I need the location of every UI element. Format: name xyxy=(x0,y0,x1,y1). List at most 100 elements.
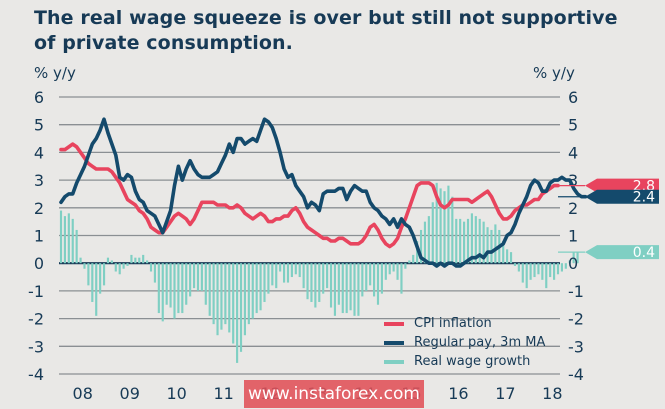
bar xyxy=(400,263,403,294)
bar xyxy=(463,221,466,264)
bar xyxy=(200,263,203,291)
bar xyxy=(79,257,82,264)
bar xyxy=(372,263,376,297)
end-label-badge xyxy=(585,178,659,193)
bar xyxy=(329,263,333,308)
y-tick-label-left: 2 xyxy=(34,199,44,218)
bar xyxy=(212,263,215,325)
bar xyxy=(556,263,560,275)
y-tick-label-left: 1 xyxy=(34,227,44,246)
bar xyxy=(169,263,172,308)
end-label-value: 2.4 xyxy=(633,190,655,206)
bar xyxy=(545,263,548,289)
bar xyxy=(157,263,160,314)
y-tick-label-left: 0 xyxy=(34,254,44,273)
bar xyxy=(161,263,164,322)
bar xyxy=(243,263,247,336)
bar xyxy=(349,263,352,311)
bar xyxy=(474,216,477,264)
bar xyxy=(478,218,481,264)
real-wage-bars xyxy=(59,182,579,363)
bar xyxy=(185,263,188,305)
bar xyxy=(165,263,168,305)
cpi-inflation-line xyxy=(59,142,560,249)
bar xyxy=(239,263,243,352)
bar xyxy=(443,191,446,264)
bar xyxy=(431,202,434,264)
bar xyxy=(110,260,113,264)
bar xyxy=(134,257,137,264)
bar xyxy=(353,263,356,316)
y-axis-label-left: % y/y xyxy=(34,64,76,82)
bar xyxy=(192,263,196,289)
bar xyxy=(314,263,317,308)
y-tick-label-left: 5 xyxy=(34,116,44,135)
bar xyxy=(451,196,454,264)
y-tick-label-right: 1 xyxy=(568,227,578,246)
bar xyxy=(259,263,262,311)
bar xyxy=(419,229,423,264)
bar xyxy=(271,263,274,286)
y-tick-label-right: -2 xyxy=(568,310,584,329)
bar xyxy=(341,263,344,314)
y-tick-label-right: -4 xyxy=(568,365,584,384)
legend-label-regular-pay: Regular pay, 3m MA xyxy=(414,335,546,350)
bar xyxy=(529,263,532,280)
y-tick-label-right: 4 xyxy=(568,143,578,162)
bar xyxy=(408,260,411,264)
bar xyxy=(102,263,106,286)
bar xyxy=(286,263,290,283)
bar xyxy=(173,263,176,319)
bar xyxy=(83,263,86,269)
bar xyxy=(138,257,141,264)
bar xyxy=(59,210,63,264)
x-tick-label: 17 xyxy=(495,384,515,403)
legend-label-cpi: CPI inflation xyxy=(414,316,492,331)
legend-swatch-real-wage xyxy=(384,359,404,364)
bar xyxy=(455,218,458,264)
bar xyxy=(506,249,509,264)
bar xyxy=(177,263,180,314)
bar xyxy=(553,263,556,280)
bar xyxy=(549,263,552,278)
bar xyxy=(247,263,250,325)
bar xyxy=(146,260,149,264)
bar xyxy=(333,263,337,316)
end-labels: 2.82.40.4 xyxy=(558,178,659,261)
bar xyxy=(326,263,329,289)
x-tick-label: 10 xyxy=(166,384,186,403)
bar xyxy=(486,227,489,264)
bar xyxy=(318,263,321,302)
end-label-badge xyxy=(585,189,659,204)
y-tick-label-right: 5 xyxy=(568,116,578,135)
bar xyxy=(447,185,450,264)
x-tick-label: 18 xyxy=(542,384,562,403)
bar xyxy=(459,218,462,264)
legend: CPI inflation Regular pay, 3m MA Real wa… xyxy=(384,314,545,371)
bar xyxy=(435,182,438,264)
bar xyxy=(509,252,513,264)
bar xyxy=(572,252,575,264)
bar xyxy=(228,263,231,333)
legend-swatch-cpi xyxy=(384,321,404,326)
legend-label-real-wage: Real wage growth xyxy=(414,354,531,369)
end-label-value: 0.4 xyxy=(633,245,655,261)
y-tick-label-right: -3 xyxy=(568,337,584,356)
y-tick-label-left: -3 xyxy=(28,337,44,356)
bar xyxy=(118,263,121,275)
bar xyxy=(282,263,286,283)
y-tick-label-right: 0 xyxy=(568,254,578,273)
bar xyxy=(560,263,563,272)
bar xyxy=(114,263,117,272)
bar xyxy=(181,263,184,314)
bar xyxy=(204,263,207,305)
bar xyxy=(392,263,395,272)
bar xyxy=(95,263,98,316)
legend-item-regular-pay: Regular pay, 3m MA xyxy=(384,333,545,352)
bar xyxy=(396,263,399,280)
bar xyxy=(576,252,579,264)
bar xyxy=(267,263,270,294)
bar xyxy=(525,263,528,289)
bar xyxy=(149,263,153,272)
